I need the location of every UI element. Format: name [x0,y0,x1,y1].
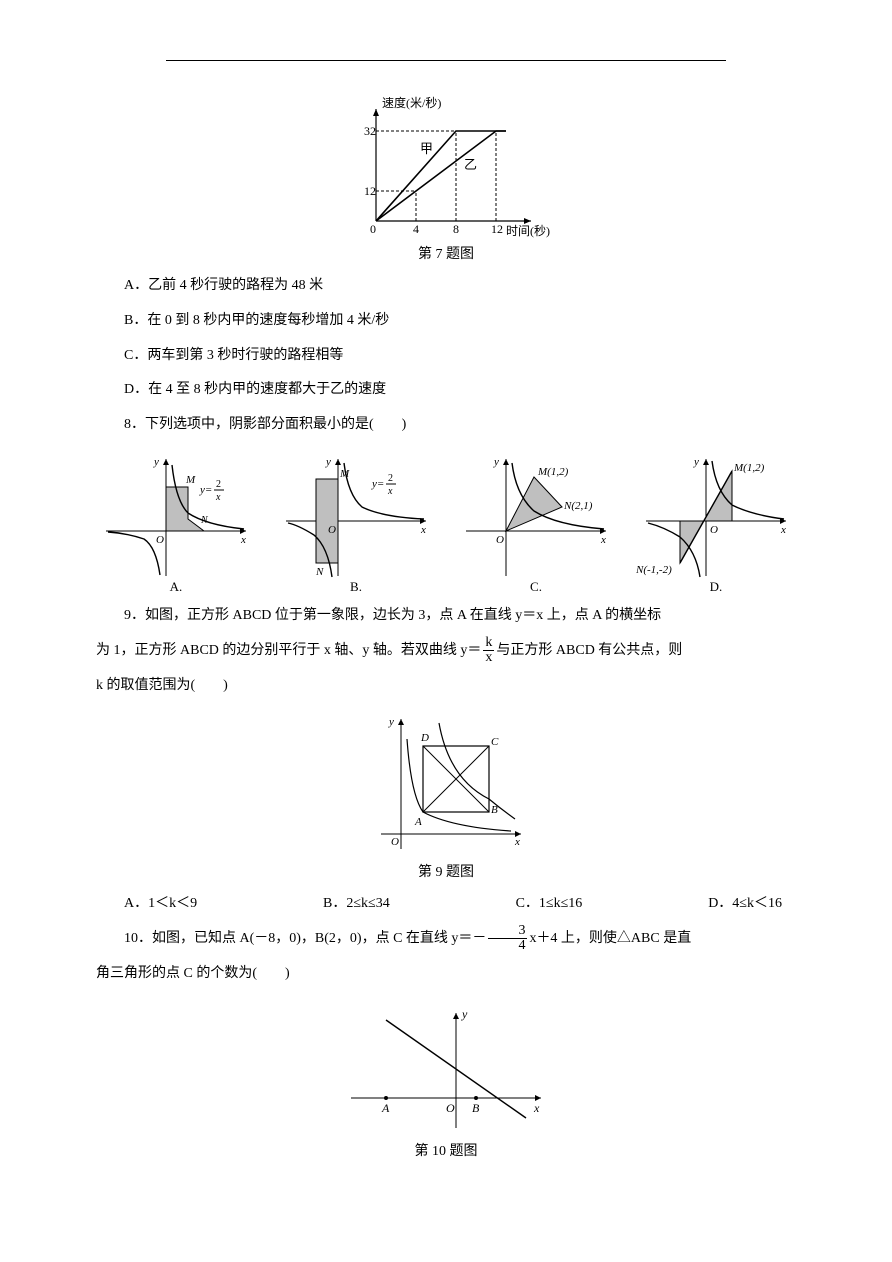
fig7-caption: 第 7 题图 [96,243,796,263]
q7-opt-d: D．在 4 至 8 秒内甲的速度都大于乙的速度 [96,375,796,406]
q10-stem-prefix: 10．如图，已知点 A(－8，0)，B(2，0)，点 C 在直线 y＝－ [124,931,486,946]
q10-stem-mid: x＋4 上，则使△ABC 是直 [529,931,691,946]
svg-text:y=: y= [199,484,212,496]
svg-text:B: B [472,1101,480,1115]
q8-label-a: A. [96,579,256,595]
fig10-container: A B O x y 第 10 题图 [96,998,796,1160]
svg-text:D: D [420,732,429,744]
q10-stem-b: 角三角形的点 C 的个数为( ) [96,959,796,990]
svg-text:B: B [491,804,498,816]
svg-text:A: A [414,816,422,828]
svg-text:O: O [496,534,504,546]
svg-text:x: x [215,492,221,503]
q9-frac: kx [483,636,494,665]
fig10-svg: A B O x y [336,998,556,1138]
q9-stem-b-prefix: 为 1，正方形 ABCD 的边分别平行于 x 轴、y 轴。若双曲线 y＝ [96,643,481,658]
fig10-caption: 第 10 题图 [96,1140,796,1160]
svg-text:甲: 甲 [420,141,433,156]
svg-text:乙: 乙 [464,157,477,172]
svg-text:y: y [325,456,331,468]
q9-opt-d: D．4≤k＜16 [708,889,782,920]
svg-text:2: 2 [216,479,221,490]
svg-text:M(1,2): M(1,2) [733,462,765,474]
fig9-caption: 第 9 题图 [96,861,796,881]
q8-label-b: B. [276,579,436,595]
svg-text:x: x [600,534,606,546]
svg-text:8: 8 [453,222,459,236]
svg-text:x: x [514,836,520,848]
svg-text:N(2,1): N(2,1) [563,500,593,512]
q10-stem-a: 10．如图，已知点 A(－8，0)，B(2，0)，点 C 在直线 y＝－34x＋… [96,924,796,955]
page-top-rule [166,60,726,61]
svg-text:y: y [388,716,394,728]
q8-stem: 8．下列选项中，阴影部分面积最小的是( ) [96,410,796,441]
svg-text:M: M [339,468,350,480]
svg-text:O: O [391,836,399,848]
q9-stem-a: 9．如图，正方形 ABCD 位于第一象限，边长为 3，点 A 在直线 y＝x 上… [96,601,796,632]
svg-text:y: y [461,1007,468,1021]
svg-text:y: y [153,456,159,468]
svg-text:时间(秒): 时间(秒) [506,224,550,238]
svg-text:O: O [156,534,164,546]
q7-opt-a: A．乙前 4 秒行驶的路程为 48 米 [96,271,796,302]
svg-text:4: 4 [413,222,419,236]
q9-options: A．1＜k＜9 B．2≤k≤34 C．1≤k≤16 D．4≤k＜16 [96,889,796,920]
svg-text:y: y [493,456,499,468]
q9-opt-b: B．2≤k≤34 [323,889,390,920]
svg-text:x: x [420,524,426,536]
svg-text:32: 32 [364,124,376,138]
svg-text:N(-1,-2): N(-1,-2) [636,564,672,576]
svg-text:A: A [381,1101,390,1115]
svg-text:12: 12 [491,222,503,236]
q8-panel-b: M N y= 2 x O x y B. [276,451,436,595]
svg-text:x: x [240,534,246,546]
svg-text:x: x [533,1101,540,1115]
svg-text:C: C [491,736,499,748]
svg-text:M: M [185,474,196,486]
fig9-container: A B C D O x y 第 9 题图 [96,709,796,881]
q10-frac: 34 [488,924,527,953]
q9-opt-c: C．1≤k≤16 [516,889,583,920]
svg-text:N: N [315,566,324,578]
fig7-svg: 32 12 0 4 8 12 速度(米/秒) 时间(秒) 甲 乙 [336,91,556,241]
fig7-container: 32 12 0 4 8 12 速度(米/秒) 时间(秒) 甲 乙 第 7 题图 [96,91,796,263]
q8-panel-c: M(1,2) N(2,1) O x y C. [456,451,616,595]
svg-text:O: O [328,524,336,536]
svg-text:y: y [693,456,699,468]
q9-stem-b: 为 1，正方形 ABCD 的边分别平行于 x 轴、y 轴。若双曲线 y＝kx与正… [96,636,796,667]
svg-text:M(1,2): M(1,2) [537,466,569,478]
q8-panel-a: M N y= 2 x O x y A. [96,451,256,595]
svg-text:O: O [710,524,718,536]
q9-opt-a: A．1＜k＜9 [124,889,197,920]
q8-label-d: D. [636,579,796,595]
q8-panels: M N y= 2 x O x y A. [96,451,796,595]
q9-stem-b-suffix: 与正方形 ABCD 有公共点，则 [496,643,682,658]
svg-text:x: x [387,486,393,497]
q9-stem-c: k 的取值范围为( ) [96,671,796,702]
svg-text:0: 0 [370,222,376,236]
svg-text:2: 2 [388,473,393,484]
svg-text:12: 12 [364,184,376,198]
svg-text:速度(米/秒): 速度(米/秒) [382,95,441,110]
q7-opt-b: B．在 0 到 8 秒内甲的速度每秒增加 4 米/秒 [96,306,796,337]
svg-text:N: N [200,515,209,526]
fig9-svg: A B C D O x y [361,709,531,859]
svg-text:x: x [780,524,786,536]
svg-text:O: O [446,1101,455,1115]
svg-text:y=: y= [371,478,384,490]
q8-panel-d: M(1,2) N(-1,-2) O x y D. [636,451,796,595]
q7-opt-c: C．两车到第 3 秒时行驶的路程相等 [96,341,796,372]
q8-label-c: C. [456,579,616,595]
